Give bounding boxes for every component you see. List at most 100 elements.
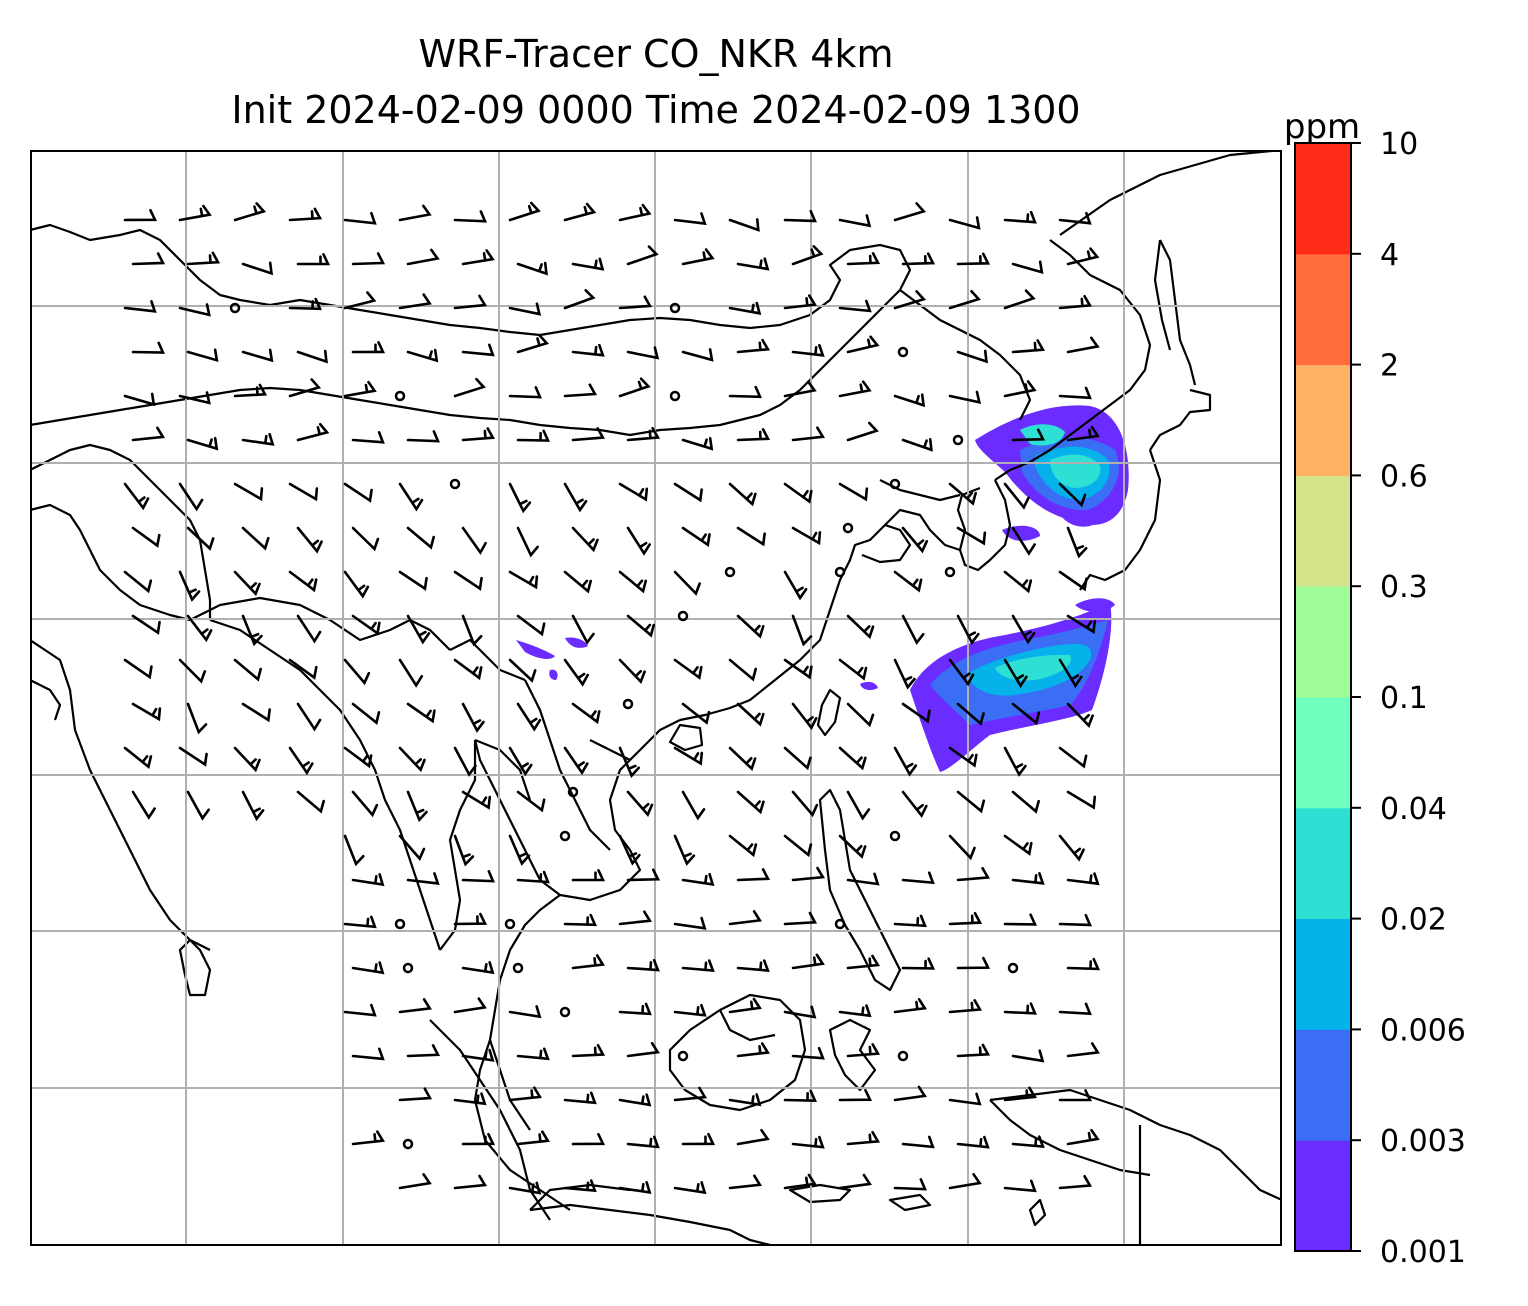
wind-barb: [948, 911, 983, 926]
wind-barb: [241, 790, 265, 822]
colorbar: ppm 0.001 0.003 0.006 0.02 0.04 0.1 0.3 0.6 2 4 10: [1284, 107, 1466, 1270]
wind-barb: [571, 1043, 606, 1058]
wind-barb: [736, 338, 771, 354]
wind-barb: [1058, 658, 1083, 689]
wind-barb: [673, 1003, 707, 1017]
wind-barb: [846, 790, 871, 821]
wind-barb: [626, 958, 660, 972]
wind-barb: [791, 245, 824, 266]
wind-barb: [1058, 570, 1088, 592]
wind-barb: [343, 211, 377, 225]
wind-barb-calm: [449, 478, 461, 490]
wind-barb: [406, 702, 436, 724]
wind-barb: [1058, 1089, 1093, 1102]
wind-barb: [398, 746, 426, 773]
wind-barb: [1058, 1175, 1093, 1190]
wind-barb: [838, 380, 872, 398]
wind-barb: [241, 614, 263, 647]
wind-barb: [956, 866, 991, 882]
plume-east: [860, 598, 1115, 772]
wind-barb: [791, 426, 825, 442]
wind-barb: [736, 428, 771, 442]
wind-barb: [563, 913, 597, 927]
wind-barb: [1011, 260, 1044, 275]
wind-barbs: [123, 201, 1100, 1195]
wind-barb: [618, 910, 652, 926]
wind-barb: [956, 1043, 991, 1058]
wind-barb: [123, 482, 150, 511]
wind-barb: [131, 426, 166, 442]
map-title-line-2: Init 2024-02-09 0000 Time 2024-02-09 130…: [231, 88, 1081, 132]
wind-barb: [351, 961, 385, 975]
wind-barb: [351, 526, 380, 552]
wind-barb: [846, 1043, 881, 1058]
wind-barb: [516, 1047, 550, 1061]
wind-barb: [1066, 702, 1094, 729]
wind-barb-calm: [669, 302, 681, 314]
wind-barb: [1066, 957, 1100, 971]
wind-barb: [948, 1092, 982, 1106]
wind-barb: [846, 421, 879, 442]
wind-barb: [186, 614, 213, 643]
wind-barb: [453, 912, 488, 926]
wind-barb: [461, 870, 495, 883]
wind-barb: [571, 954, 605, 970]
wind-barb: [233, 746, 261, 773]
wind-barb: [893, 1178, 927, 1191]
wind-barb-calm: [842, 522, 854, 534]
wind-barb: [681, 526, 711, 548]
wind-barb: [131, 341, 166, 354]
wind-barb: [398, 204, 432, 222]
wind-barb: [233, 202, 267, 222]
wind-barb: [956, 614, 980, 646]
wind-barb: [453, 1174, 488, 1190]
wind-barb: [508, 201, 541, 222]
wind-barb: [1003, 210, 1037, 224]
wind-barb: [791, 343, 825, 357]
wind-barb: [948, 834, 976, 861]
wind-barb: [846, 614, 875, 640]
wind-barb: [516, 790, 546, 813]
colorbar-tick-label: 0.3: [1380, 570, 1428, 605]
wind-barb: [508, 1181, 542, 1195]
wind-barb: [563, 288, 596, 310]
wind-barb: [893, 1085, 927, 1102]
wind-barb-calm: [889, 830, 901, 842]
wind-barb: [406, 790, 428, 823]
wind-barb: [178, 303, 211, 317]
wind-barb: [1003, 834, 1033, 856]
wind-barb: [398, 834, 426, 862]
wind-barb: [233, 482, 264, 502]
wind-barb: [948, 390, 982, 404]
wind-barb: [1003, 380, 1037, 398]
wind-barb: [123, 300, 157, 313]
wind-barb: [736, 614, 765, 639]
wind-barb: [296, 526, 323, 554]
wind-barb: [508, 302, 542, 316]
wind-barb: [673, 746, 704, 766]
wind-barb: [406, 348, 439, 363]
wind-barb: [791, 702, 818, 731]
wind-barb: [783, 1089, 818, 1102]
wind-barb: [791, 614, 813, 647]
wind-barb: [893, 202, 927, 222]
wind-barb-calm: [394, 390, 406, 402]
wind-barb: [508, 658, 537, 683]
wind-barb: [123, 208, 158, 222]
wind-barb: [1058, 746, 1088, 769]
wind-barb: [1003, 1179, 1037, 1193]
wind-barb: [736, 959, 770, 972]
wind-barb: [288, 378, 322, 398]
wind-barb: [618, 1093, 652, 1107]
wind-barb: [453, 1092, 487, 1106]
wind-barb: [296, 790, 325, 814]
colorbar-tick-label: 0.6: [1380, 459, 1428, 494]
wind-barb: [956, 956, 991, 970]
colorbar-swatch: [1295, 697, 1351, 809]
wind-barb: [948, 1173, 982, 1190]
wind-barb: [398, 482, 424, 512]
wind-barb: [343, 380, 377, 398]
wind-barb: [728, 997, 762, 1014]
wind-barb: [516, 261, 548, 276]
wind-barb: [1058, 386, 1092, 400]
